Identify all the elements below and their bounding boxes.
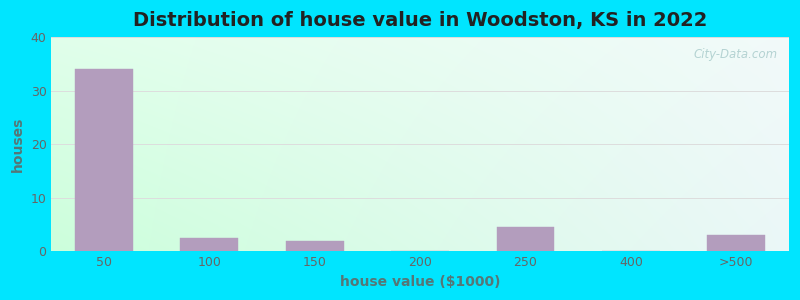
Text: City-Data.com: City-Data.com: [694, 48, 778, 61]
Bar: [181, 238, 238, 251]
Bar: [75, 69, 133, 251]
Title: Distribution of house value in Woodston, KS in 2022: Distribution of house value in Woodston,…: [133, 11, 707, 30]
Y-axis label: houses: houses: [11, 117, 25, 172]
Bar: [707, 236, 765, 251]
X-axis label: house value ($1000): house value ($1000): [340, 275, 500, 289]
Bar: [497, 227, 554, 251]
Bar: [286, 241, 344, 251]
